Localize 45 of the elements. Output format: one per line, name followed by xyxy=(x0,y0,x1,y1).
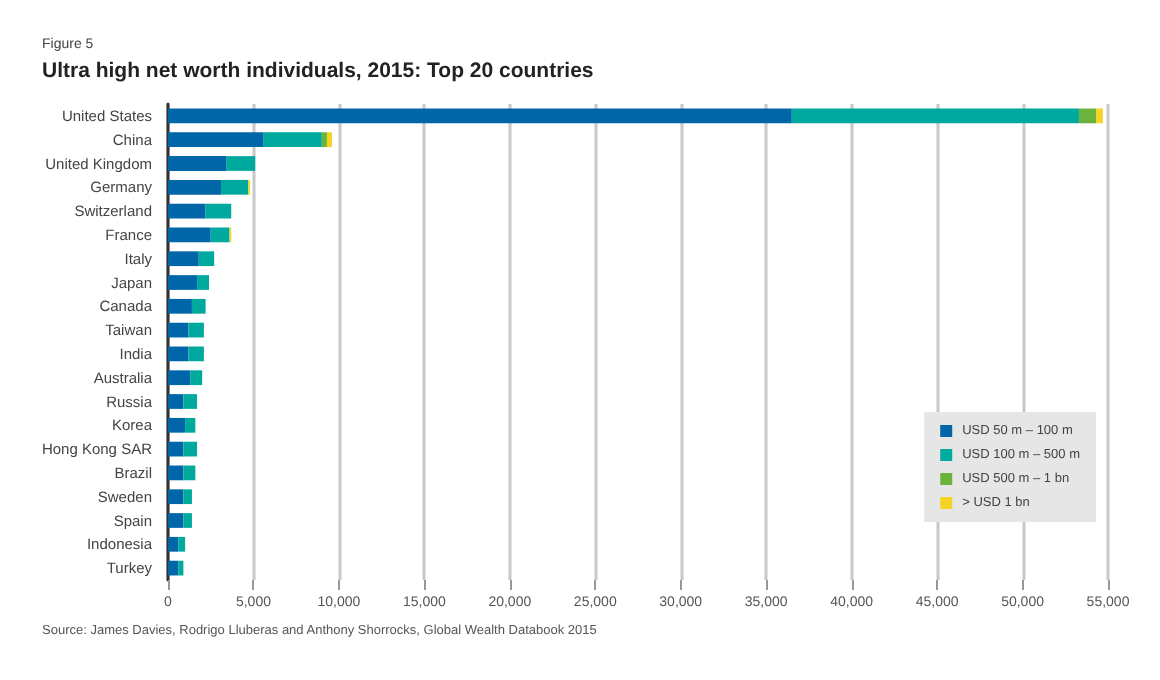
bar xyxy=(1078,108,1097,124)
bar xyxy=(168,394,184,409)
bar xyxy=(263,132,322,148)
chart-title: Ultra high net worth individuals, 2015: Top 20 countries xyxy=(42,59,594,83)
bar xyxy=(168,513,184,528)
bar xyxy=(183,394,198,409)
bar xyxy=(183,489,192,505)
bar xyxy=(326,132,333,148)
bar xyxy=(183,513,192,528)
bar xyxy=(197,275,210,290)
bar xyxy=(178,536,186,552)
bar xyxy=(191,298,206,314)
bar xyxy=(183,441,198,457)
bar xyxy=(210,227,230,243)
bar xyxy=(168,370,191,386)
bar xyxy=(168,298,192,314)
bar xyxy=(168,179,221,195)
bar xyxy=(1096,108,1103,124)
bar xyxy=(321,132,327,148)
bar xyxy=(168,346,189,362)
bar xyxy=(168,132,264,148)
bar xyxy=(188,322,204,338)
bar xyxy=(226,156,256,171)
bar xyxy=(188,346,204,362)
bar xyxy=(168,322,189,338)
bar xyxy=(178,560,184,576)
bar xyxy=(168,560,179,576)
bar xyxy=(168,227,211,243)
bar xyxy=(168,275,198,290)
bar xyxy=(168,465,184,481)
bar xyxy=(205,203,232,219)
bar xyxy=(168,417,186,433)
bar xyxy=(791,108,1079,124)
bar xyxy=(198,251,215,267)
bar xyxy=(185,417,196,433)
bar xyxy=(168,203,206,219)
bar xyxy=(190,370,203,386)
bar xyxy=(183,465,196,481)
bar xyxy=(168,251,199,267)
bar xyxy=(220,179,249,195)
bar xyxy=(168,536,179,552)
bar xyxy=(168,489,184,505)
bar xyxy=(168,441,184,457)
bar xyxy=(168,108,792,124)
bar xyxy=(168,156,227,171)
